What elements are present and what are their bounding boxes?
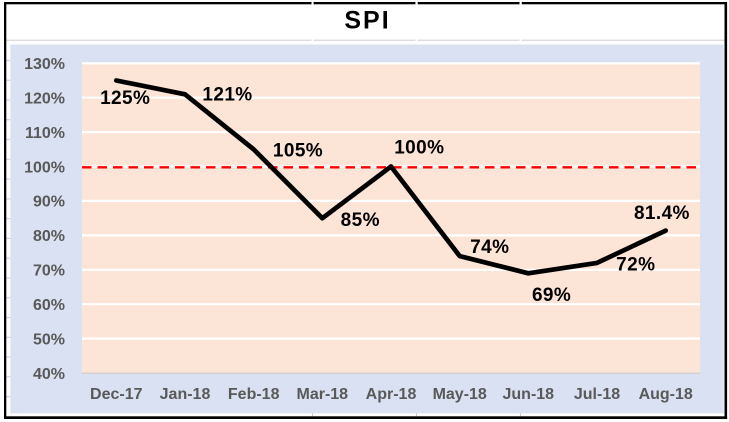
svg-text:110%: 110% (25, 125, 65, 142)
svg-text:Jun-18: Jun-18 (503, 386, 555, 403)
svg-text:72%: 72% (616, 254, 655, 275)
svg-text:Jan-18: Jan-18 (160, 386, 211, 403)
svg-text:70%: 70% (33, 263, 65, 280)
svg-text:Mar-18: Mar-18 (297, 386, 349, 403)
svg-text:Dec-17: Dec-17 (90, 386, 143, 403)
svg-text:Feb-18: Feb-18 (228, 386, 280, 403)
svg-text:90%: 90% (33, 194, 65, 211)
svg-text:Apr-18: Apr-18 (366, 386, 417, 403)
svg-text:Aug-18: Aug-18 (639, 386, 693, 403)
svg-text:85%: 85% (341, 210, 380, 231)
svg-text:121%: 121% (202, 85, 252, 106)
svg-text:80%: 80% (33, 228, 65, 245)
svg-text:50%: 50% (33, 331, 65, 348)
svg-text:81.4%: 81.4% (634, 203, 690, 224)
svg-text:60%: 60% (33, 297, 65, 314)
svg-text:May-18: May-18 (433, 386, 487, 403)
svg-text:100%: 100% (394, 137, 444, 158)
svg-text:120%: 120% (24, 91, 65, 108)
svg-text:40%: 40% (33, 366, 65, 383)
svg-text:130%: 130% (24, 56, 65, 73)
svg-text:100%: 100% (24, 159, 65, 176)
svg-text:125%: 125% (100, 88, 150, 109)
svg-text:105%: 105% (273, 140, 323, 161)
svg-text:SPI: SPI (344, 7, 390, 35)
svg-text:Jul-18: Jul-18 (574, 386, 620, 403)
svg-text:74%: 74% (470, 237, 509, 258)
svg-text:69%: 69% (532, 285, 571, 306)
